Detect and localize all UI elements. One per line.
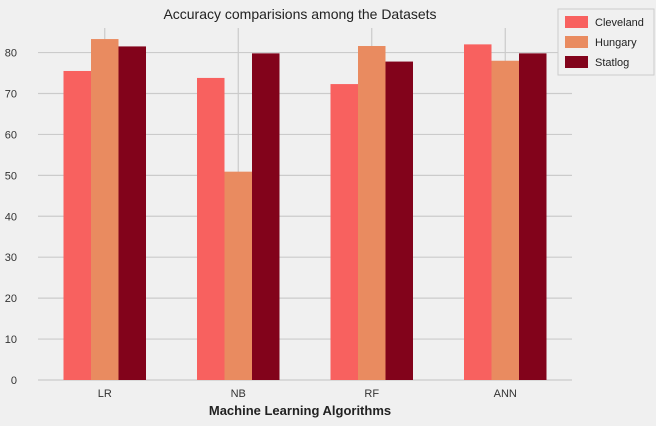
y-tick-label: 40 xyxy=(5,211,17,223)
x-axis-label: Machine Learning Algorithms xyxy=(209,403,391,418)
x-axis-ticks: LR NB RF ANN xyxy=(98,388,517,400)
y-tick-label: 30 xyxy=(5,252,17,264)
y-tick-label: 10 xyxy=(5,334,17,346)
bar-cleveland-nb xyxy=(197,77,225,381)
x-tick-label: RF xyxy=(364,388,379,400)
legend: Cleveland Hungary Statlog xyxy=(557,8,655,76)
legend-label: Hungary xyxy=(595,37,637,49)
bars-layer xyxy=(63,39,547,381)
bar-cleveland-ann xyxy=(464,44,492,380)
bar-statlog-lr xyxy=(118,46,146,380)
y-tick-label: 80 xyxy=(5,48,17,60)
bar-hungary-nb xyxy=(224,171,252,380)
legend-label: Statlog xyxy=(595,57,629,69)
legend-swatch xyxy=(565,36,588,48)
x-tick-label: LR xyxy=(98,388,112,400)
legend-swatch xyxy=(565,16,588,28)
y-axis-ticks: 0 10 20 30 40 50 60 70 80 xyxy=(5,48,17,387)
bar-hungary-rf xyxy=(358,46,386,380)
y-tick-label: 50 xyxy=(5,170,17,182)
bar-cleveland-lr xyxy=(63,70,91,380)
y-tick-label: 60 xyxy=(5,129,17,141)
legend-label: Cleveland xyxy=(595,17,644,29)
x-tick-label: ANN xyxy=(494,388,517,400)
chart-title: Accuracy comparisions among the Datasets xyxy=(163,6,436,22)
bar-cleveland-rf xyxy=(330,84,358,381)
bar-statlog-nb xyxy=(252,53,280,381)
bar-statlog-rf xyxy=(385,61,413,380)
y-tick-label: 70 xyxy=(5,88,17,100)
legend-swatch xyxy=(565,56,588,68)
bar-statlog-ann xyxy=(519,53,547,381)
bar-hungary-lr xyxy=(91,39,119,381)
bar-hungary-ann xyxy=(491,60,519,380)
x-tick-label: NB xyxy=(231,388,246,400)
y-tick-label: 20 xyxy=(5,293,17,305)
y-tick-label: 0 xyxy=(11,375,17,387)
